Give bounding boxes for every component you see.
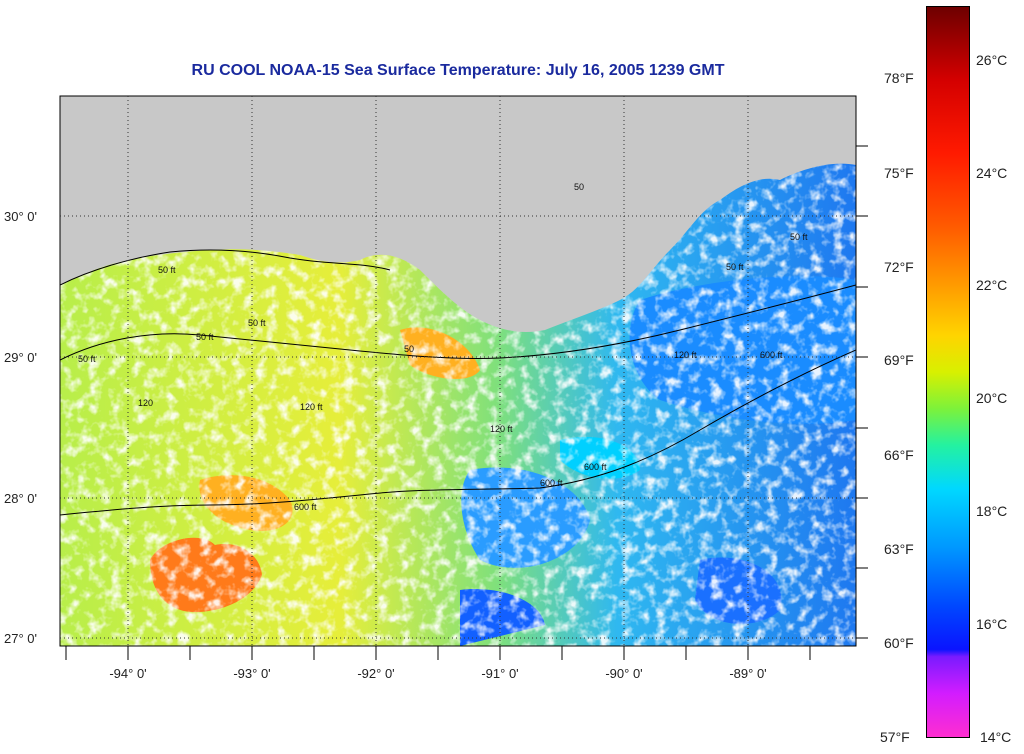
sst-imagery (60, 96, 856, 646)
axis-ticks (65, 145, 868, 660)
lat-label-30: 30° 0' (4, 209, 37, 224)
contour-label: 50 (404, 344, 414, 354)
contour-label: 120 (138, 398, 153, 408)
colorbar-f-60: 60°F (884, 635, 914, 651)
colorbar-c-22: 22°C (976, 277, 1008, 293)
contour-label: 120 ft (300, 402, 323, 412)
colorbar-c-24: 24°C (976, 165, 1008, 181)
contour-label: 50 (574, 182, 584, 192)
lat-label-29: 29° 0' (4, 350, 37, 365)
colorbar-f-66: 66°F (884, 447, 914, 463)
contour-label: 50 ft (248, 318, 266, 328)
colorbar-c-20: 20°C (976, 390, 1008, 406)
contour-label: 120 ft (490, 424, 513, 434)
temperature-colorbar (926, 6, 970, 738)
contour-label: 600 ft (760, 350, 783, 360)
lon-label-93: -93° 0' (233, 666, 270, 681)
plot-frame (59, 95, 857, 647)
contour-label: 600 ft (540, 478, 563, 488)
lat-label-27: 27° 0' (4, 631, 37, 646)
contour-600ft (60, 349, 856, 516)
lon-label-94: -94° 0' (109, 666, 146, 681)
lon-label-90: -90° 0' (605, 666, 642, 681)
colorbar-f-75: 75°F (884, 165, 914, 181)
contour-label: 120 ft (674, 350, 697, 360)
contour-label: 600 ft (584, 462, 607, 472)
colorbar-c-14: 14°C (980, 729, 1012, 745)
lat-label-28: 28° 0' (4, 491, 37, 506)
colorbar-f-57: 57°F (880, 729, 910, 745)
contour-50ft (60, 249, 391, 286)
contour-label: 600 ft (294, 502, 317, 512)
lon-label-89: -89° 0' (729, 666, 766, 681)
colorbar-f-72: 72°F (884, 259, 914, 275)
colorbar-f-78: 78°F (884, 70, 914, 86)
contour-label: 50 ft (726, 262, 744, 272)
contour-label: 50 ft (196, 332, 214, 342)
colorbar-c-26: 26°C (976, 52, 1008, 68)
land-mass (60, 96, 856, 332)
lon-label-92: -92° 0' (357, 666, 394, 681)
contour-label: 50 ft (78, 354, 96, 364)
colorbar-f-69: 69°F (884, 352, 914, 368)
contour-label: 50 ft (158, 265, 176, 275)
contour-label: 50 ft (790, 232, 808, 242)
colorbar-f-63: 63°F (884, 541, 914, 557)
map-title: RU COOL NOAA-15 Sea Surface Temperature:… (191, 62, 725, 79)
lon-label-91: -91° 0' (481, 666, 518, 681)
colorbar-c-16: 16°C (976, 616, 1008, 632)
colorbar-c-18: 18°C (976, 503, 1008, 519)
graticule (60, 96, 856, 646)
